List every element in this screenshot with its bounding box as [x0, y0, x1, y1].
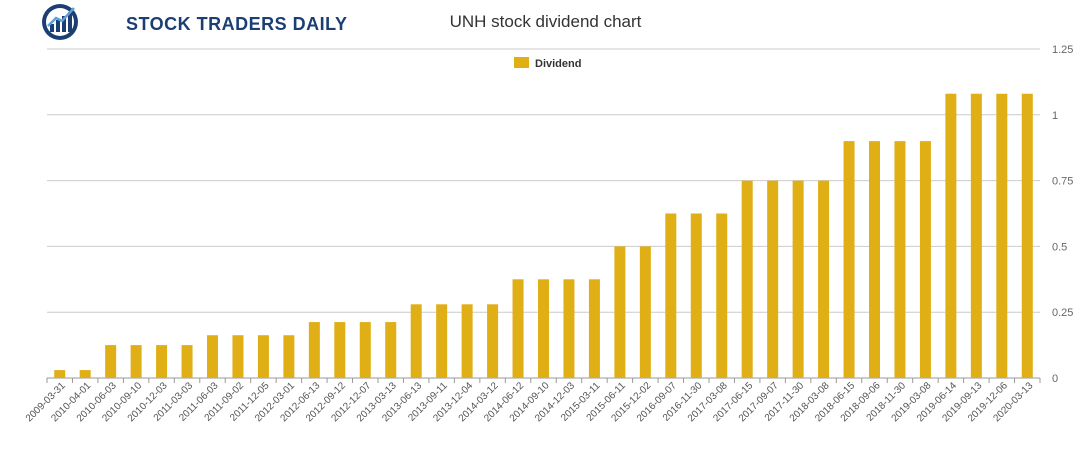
y-tick-label: 1.25: [1052, 44, 1073, 56]
bar: [996, 93, 1008, 378]
bar: [767, 180, 779, 378]
bar: [308, 322, 320, 378]
y-axis: 0 0.25 0.5 0.75 1 1.25: [1052, 44, 1073, 385]
bar: [181, 345, 193, 378]
logo: STOCK TRADERS DAILY: [40, 2, 347, 42]
y-tick-label: 1: [1052, 110, 1058, 122]
y-tick-label: 0.5: [1052, 241, 1067, 253]
bar: [436, 304, 448, 378]
y-tick-label: 0: [1052, 373, 1058, 385]
bar: [232, 335, 244, 378]
bar: [945, 93, 957, 378]
bar: [792, 180, 804, 378]
bar: [105, 345, 117, 378]
bar: [461, 304, 473, 378]
bars: [54, 93, 1033, 378]
bar: [690, 213, 702, 378]
bar: [283, 335, 295, 378]
bar: [894, 141, 906, 378]
bar: [257, 335, 269, 378]
bar: [410, 304, 422, 378]
brand-name: STOCK TRADERS DAILY: [126, 14, 348, 34]
bar: [359, 322, 371, 378]
bar: [843, 141, 855, 378]
bar: [156, 345, 168, 378]
bar: [665, 213, 677, 378]
x-axis: 2009-03-312010-04-012010-06-032010-09-10…: [24, 378, 1041, 424]
legend: Dividend: [514, 57, 581, 70]
y-tick-label: 0.25: [1052, 307, 1073, 319]
bar: [385, 322, 397, 378]
bar: [538, 279, 549, 378]
bar: [487, 304, 499, 378]
legend-label: Dividend: [535, 58, 581, 70]
logo-icon: [42, 4, 78, 40]
bar: [869, 141, 880, 378]
bar: [54, 370, 66, 378]
bar: [818, 180, 830, 378]
bar: [970, 93, 982, 378]
bar: [79, 370, 91, 378]
bar: [334, 322, 346, 378]
chart-title: UNH stock dividend chart: [449, 12, 642, 31]
bar: [716, 213, 728, 378]
bar: [588, 279, 600, 378]
bar: [639, 246, 651, 378]
bar: [207, 335, 218, 378]
bar: [563, 279, 575, 378]
bar: [741, 180, 753, 378]
bar: [1021, 93, 1033, 378]
bar: [512, 279, 524, 378]
legend-swatch: [514, 57, 529, 68]
bar: [614, 246, 626, 378]
bar: [919, 141, 931, 378]
bar: [130, 345, 142, 378]
y-tick-label: 0.75: [1052, 176, 1073, 188]
